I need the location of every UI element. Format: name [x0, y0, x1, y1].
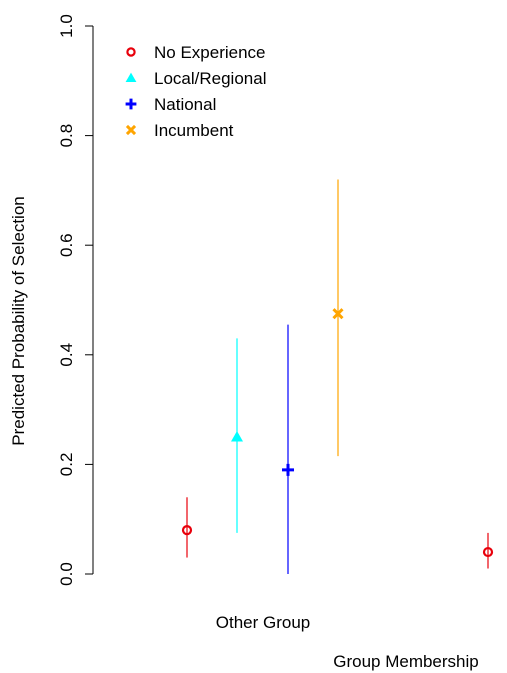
legend-label: Incumbent	[154, 121, 234, 140]
point-marker	[332, 308, 344, 320]
data-marks	[181, 179, 494, 574]
data-point	[282, 324, 294, 574]
y-tick-label: 0.2	[57, 453, 76, 477]
point-marker	[125, 72, 137, 83]
y-tick-label: 0.0	[57, 562, 76, 586]
y-tick-label: 0.4	[57, 343, 76, 367]
y-axis: 0.0 0.2 0.4 0.6 0.8 1.0	[57, 14, 94, 586]
legend-label: No Experience	[154, 43, 266, 62]
y-axis-label: Predicted Probability of Selection	[9, 196, 28, 445]
legend-item: No Experience	[126, 43, 266, 62]
point-marker	[125, 98, 137, 110]
point-marker	[231, 431, 243, 442]
point-marker	[126, 47, 136, 57]
legend-item: National	[125, 95, 216, 114]
data-point	[332, 179, 344, 457]
data-point	[181, 497, 193, 558]
point-marker	[181, 525, 193, 536]
point-marker	[282, 463, 294, 476]
x-tick-label: Other Group	[216, 613, 311, 632]
legend-item: Incumbent	[125, 121, 234, 140]
data-point	[231, 338, 243, 533]
y-tick-label: 1.0	[57, 14, 76, 38]
point-marker	[482, 546, 494, 558]
legend-label: Local/Regional	[154, 69, 266, 88]
point-marker	[125, 124, 137, 136]
data-point	[482, 532, 494, 569]
y-tick-label: 0.6	[57, 233, 76, 257]
x-axis-label: Group Membership	[333, 652, 479, 671]
legend-item: Local/Regional	[125, 69, 266, 88]
legend-label: National	[154, 95, 216, 114]
legend: No Experience Local/Regional National Incum…	[125, 43, 266, 140]
y-tick-label: 0.8	[57, 124, 76, 148]
